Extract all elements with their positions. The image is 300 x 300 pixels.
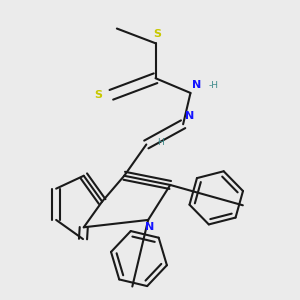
- Text: N: N: [185, 111, 194, 121]
- Text: -H: -H: [208, 81, 218, 90]
- Text: N: N: [146, 222, 154, 232]
- Text: S: S: [94, 90, 102, 100]
- Text: H: H: [157, 138, 164, 147]
- Text: N: N: [192, 80, 202, 90]
- Text: S: S: [153, 29, 161, 39]
